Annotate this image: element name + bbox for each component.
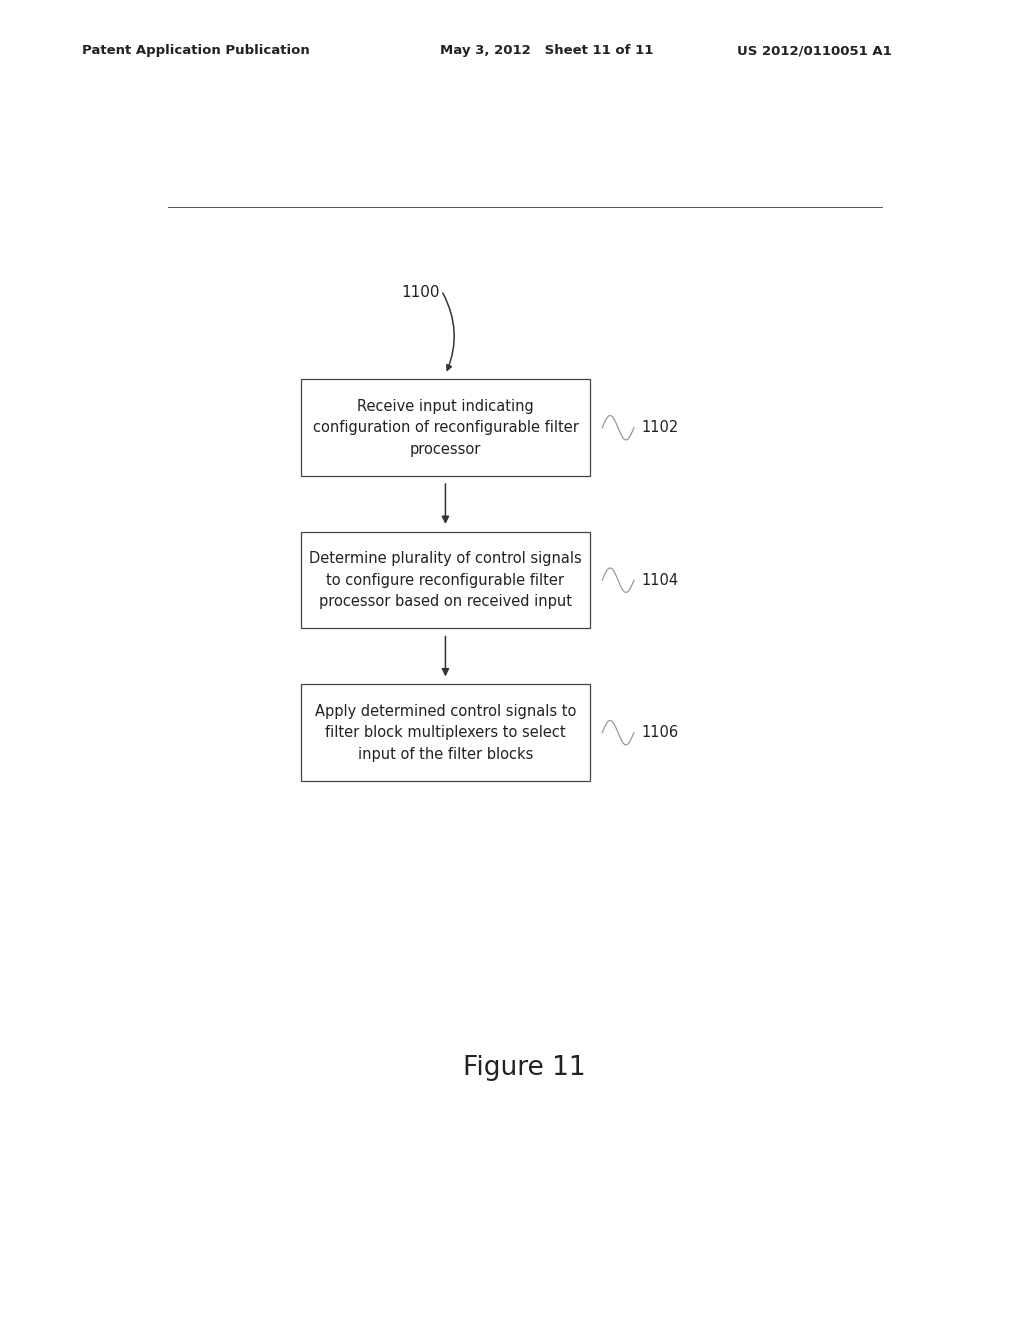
Text: Receive input indicating
configuration of reconfigurable filter
processor: Receive input indicating configuration o… xyxy=(312,399,579,457)
FancyBboxPatch shape xyxy=(301,684,590,781)
Text: 1106: 1106 xyxy=(642,725,679,741)
Text: 1100: 1100 xyxy=(401,285,440,300)
Text: Apply determined control signals to
filter block multiplexers to select
input of: Apply determined control signals to filt… xyxy=(314,704,577,762)
Text: Patent Application Publication: Patent Application Publication xyxy=(82,45,309,57)
Text: Determine plurality of control signals
to configure reconfigurable filter
proces: Determine plurality of control signals t… xyxy=(309,552,582,610)
Text: US 2012/0110051 A1: US 2012/0110051 A1 xyxy=(737,45,892,57)
FancyBboxPatch shape xyxy=(301,379,590,477)
Text: 1104: 1104 xyxy=(642,573,679,587)
FancyBboxPatch shape xyxy=(301,532,590,628)
Text: 1102: 1102 xyxy=(642,420,679,436)
Text: Figure 11: Figure 11 xyxy=(464,1055,586,1081)
Text: May 3, 2012   Sheet 11 of 11: May 3, 2012 Sheet 11 of 11 xyxy=(440,45,653,57)
FancyArrowPatch shape xyxy=(442,293,455,370)
